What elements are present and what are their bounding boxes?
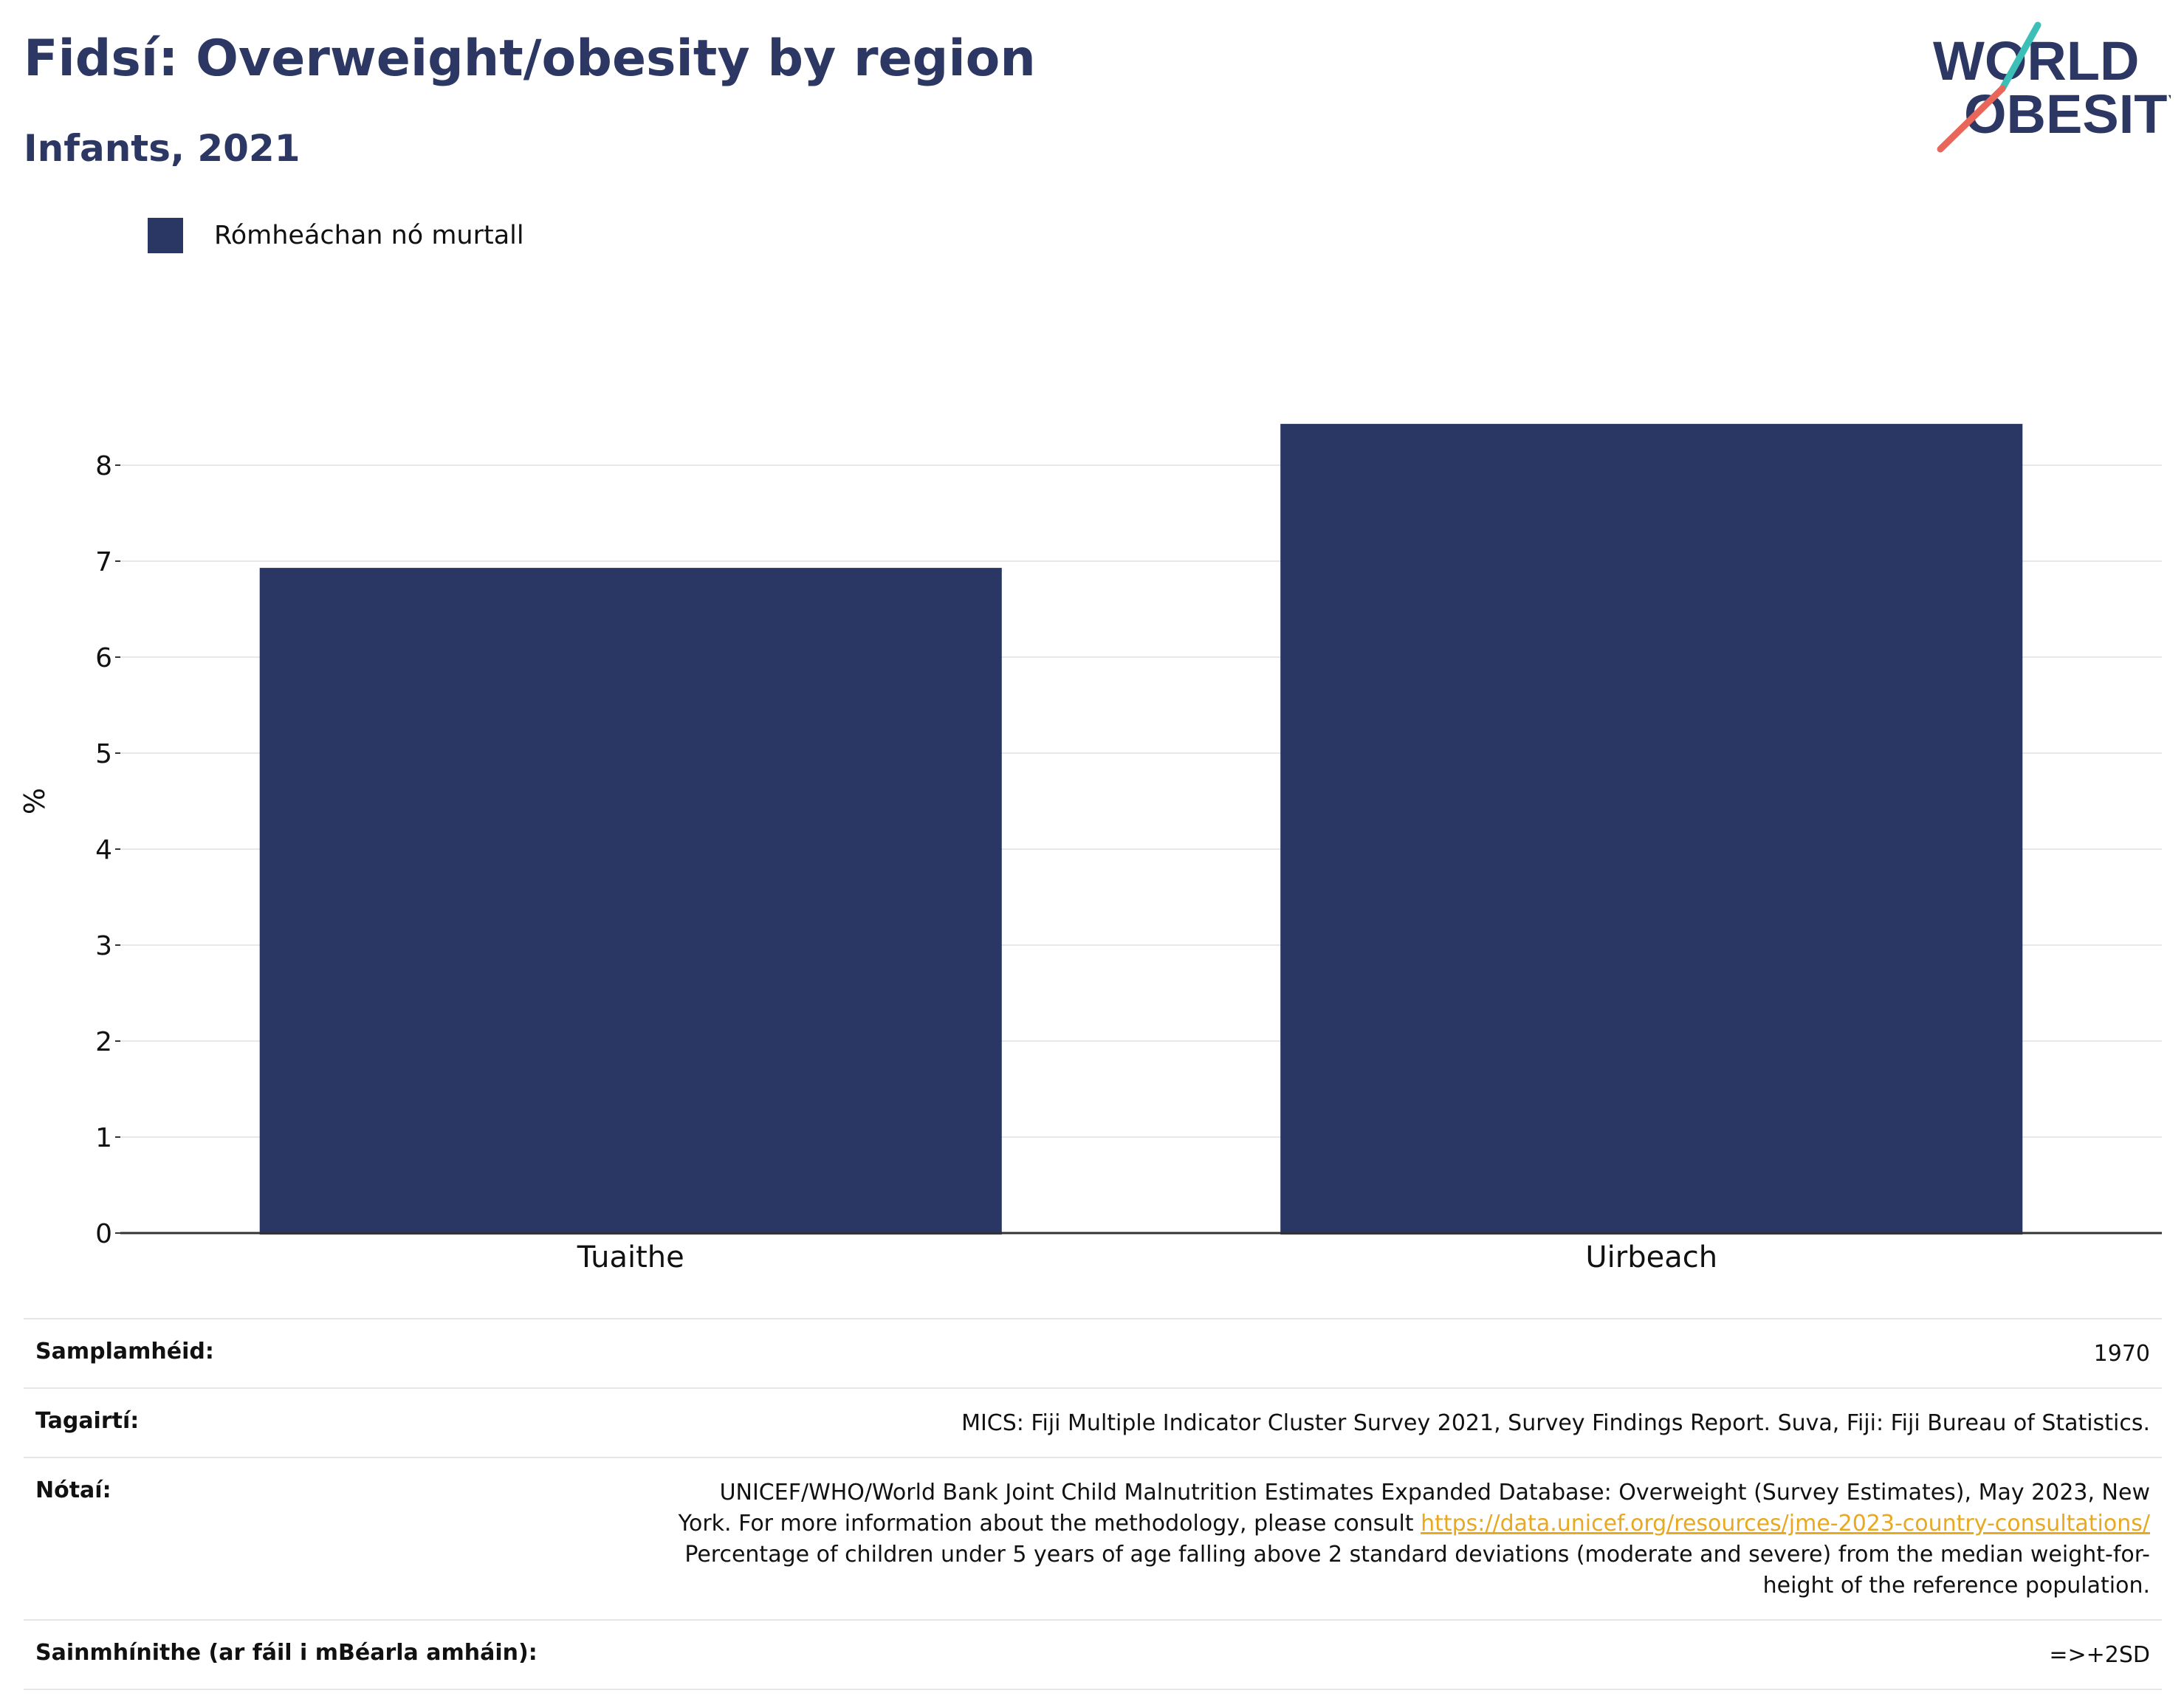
definitions-key: Sainmhínithe (ar fáil i mBéarla amháin): (35, 1640, 538, 1666)
y-tick-label: 2 (95, 1027, 112, 1057)
definitions-row: Sainmhínithe (ar fáil i mBéarla amháin):… (24, 1619, 2162, 1690)
logo-word-world: WORLD (1933, 30, 2140, 92)
logo-slash-red (1937, 85, 2006, 153)
x-tick-label: Tuaithe (577, 1240, 684, 1274)
logo-slash-teal (1999, 21, 2042, 92)
notes-key: Nótaí: (35, 1477, 111, 1503)
world-obesity-logo: WORLD OBESITY (1933, 21, 2171, 153)
references-row: Tagairtí: MICS: Fiji Multiple Indicator … (24, 1387, 2162, 1457)
references-value: MICS: Fiji Multiple Indicator Cluster Su… (961, 1410, 2150, 1436)
sample-size-value: 1970 (2093, 1341, 2150, 1367)
legend-swatch (148, 218, 183, 253)
references-key: Tagairtí: (35, 1408, 140, 1434)
x-tick-label: Uirbeach (1585, 1240, 1717, 1274)
methodology-link[interactable]: https://data.unicef.org/resources/jme-20… (1421, 1511, 2150, 1537)
notes-line-1: UNICEF/WHO/World Bank Joint Child Malnut… (719, 1480, 2150, 1506)
sample-size-key: Samplamhéid: (35, 1339, 214, 1364)
chart-legend[interactable]: Rómheáchan nó murtall (148, 218, 524, 253)
y-tick-label: 5 (95, 739, 112, 769)
notes-line-4: height of the reference population. (1762, 1573, 2150, 1599)
y-tick-label: 3 (95, 931, 112, 961)
notes-value: UNICEF/WHO/World Bank Joint Child Malnut… (679, 1477, 2150, 1601)
chart-subtitle: Infants, 2021 (24, 127, 301, 170)
notes-line-2: York. For more information about the met… (679, 1508, 2150, 1539)
chart-title: Fidsí: Overweight/obesity by region (24, 30, 1036, 88)
bar[interactable] (1280, 424, 2023, 1235)
y-tick-label: 6 (95, 643, 112, 673)
sample-size-row: Samplamhéid: 1970 (24, 1318, 2162, 1387)
notes-line-3: Percentage of children under 5 years of … (684, 1542, 2150, 1568)
y-tick-label: 0 (95, 1219, 112, 1249)
y-tick-label: 1 (95, 1123, 112, 1153)
bars (259, 424, 2023, 1235)
notes-row: Nótaí: UNICEF/WHO/World Bank Joint Child… (24, 1457, 2162, 1619)
y-axis-ticks: 0 1 2 3 4 5 6 7 8 (95, 451, 120, 1249)
metadata-table: Samplamhéid: 1970 Tagairtí: MICS: Fiji M… (24, 1318, 2162, 1690)
definitions-value: =>+2SD (2049, 1642, 2150, 1668)
notes-line-2-text: York. For more information about the met… (678, 1511, 1421, 1537)
bar-chart: 0 1 2 3 4 5 6 7 8 Tuaithe Uirbeach % (18, 424, 2162, 1274)
y-tick-label: 7 (95, 547, 112, 577)
y-tick-label: 8 (95, 451, 112, 481)
legend-label: Rómheáchan nó murtall (214, 221, 524, 250)
y-axis-title: % (18, 788, 51, 814)
x-axis-labels: Tuaithe Uirbeach (577, 1240, 1717, 1274)
bar[interactable] (259, 568, 1002, 1235)
y-tick-label: 4 (95, 835, 112, 865)
